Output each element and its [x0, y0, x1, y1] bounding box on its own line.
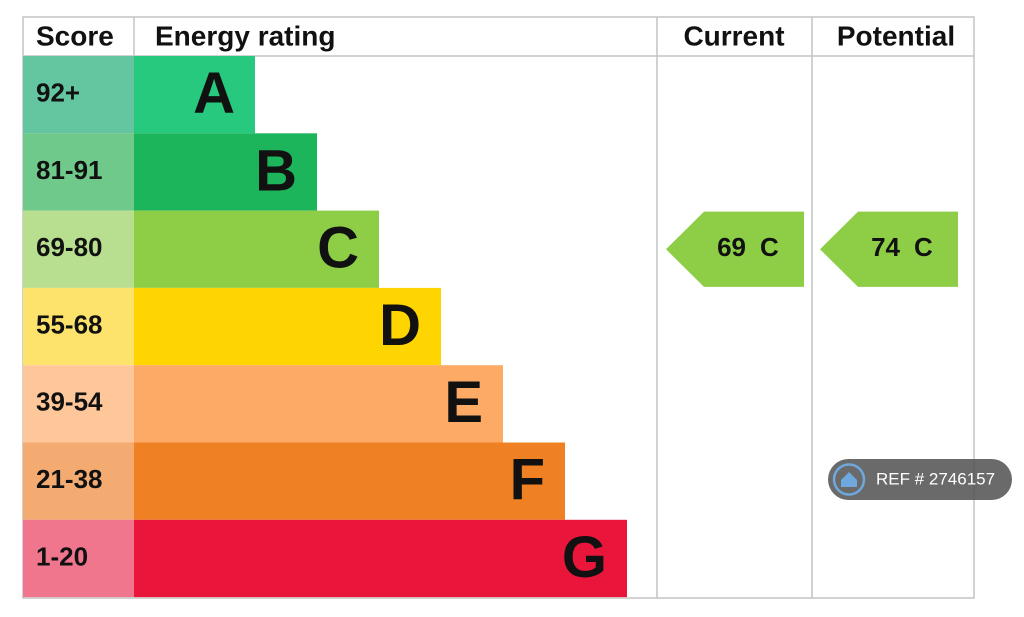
ref-badge: REF # 2746157: [828, 459, 1012, 500]
rating-score: 69: [717, 232, 746, 262]
score-cell: [23, 442, 134, 520]
rating-band: C: [914, 232, 933, 262]
badge-bg: [828, 459, 1012, 500]
score-cell: [23, 287, 134, 366]
score-cell: [23, 519, 134, 598]
score-range: 81-91: [36, 155, 103, 185]
band-letter: B: [255, 138, 297, 203]
rating-arrow: [666, 211, 804, 287]
header-rating: Energy rating: [155, 20, 335, 51]
rating-bar: [134, 442, 565, 520]
score-range: 69-80: [36, 232, 103, 262]
score-range: 1-20: [36, 541, 88, 571]
rating-bar: [134, 519, 627, 598]
score-cell: [23, 210, 134, 288]
rating-band: C: [760, 232, 779, 262]
score-cell: [23, 365, 134, 443]
score-cell: [23, 56, 134, 134]
rating-bar: [134, 56, 255, 134]
score-cell: [23, 133, 134, 211]
home-icon-ring: [832, 463, 866, 496]
rating-bar: [134, 365, 503, 443]
rating-bar: [134, 133, 317, 211]
band-letter: A: [193, 61, 235, 126]
score-range: 55-68: [36, 309, 103, 339]
rating-score: 74: [871, 232, 900, 262]
header-potential: Potential: [837, 20, 955, 51]
home-icon: [841, 472, 857, 487]
band-letter: F: [510, 447, 545, 512]
band-letter: D: [379, 293, 421, 358]
band-letter: C: [317, 216, 359, 281]
band-letter: E: [444, 370, 483, 435]
rating-arrow: [820, 211, 958, 287]
header-current: Current: [683, 20, 784, 51]
score-range: 21-38: [36, 464, 103, 494]
rating-bar: [134, 210, 379, 288]
score-range: 92+: [36, 78, 80, 108]
header-score: Score: [36, 20, 114, 51]
band-letter: G: [562, 525, 607, 590]
rating-bar: [134, 287, 441, 366]
score-range: 39-54: [36, 387, 103, 417]
ref-text: REF # 2746157: [876, 469, 995, 488]
